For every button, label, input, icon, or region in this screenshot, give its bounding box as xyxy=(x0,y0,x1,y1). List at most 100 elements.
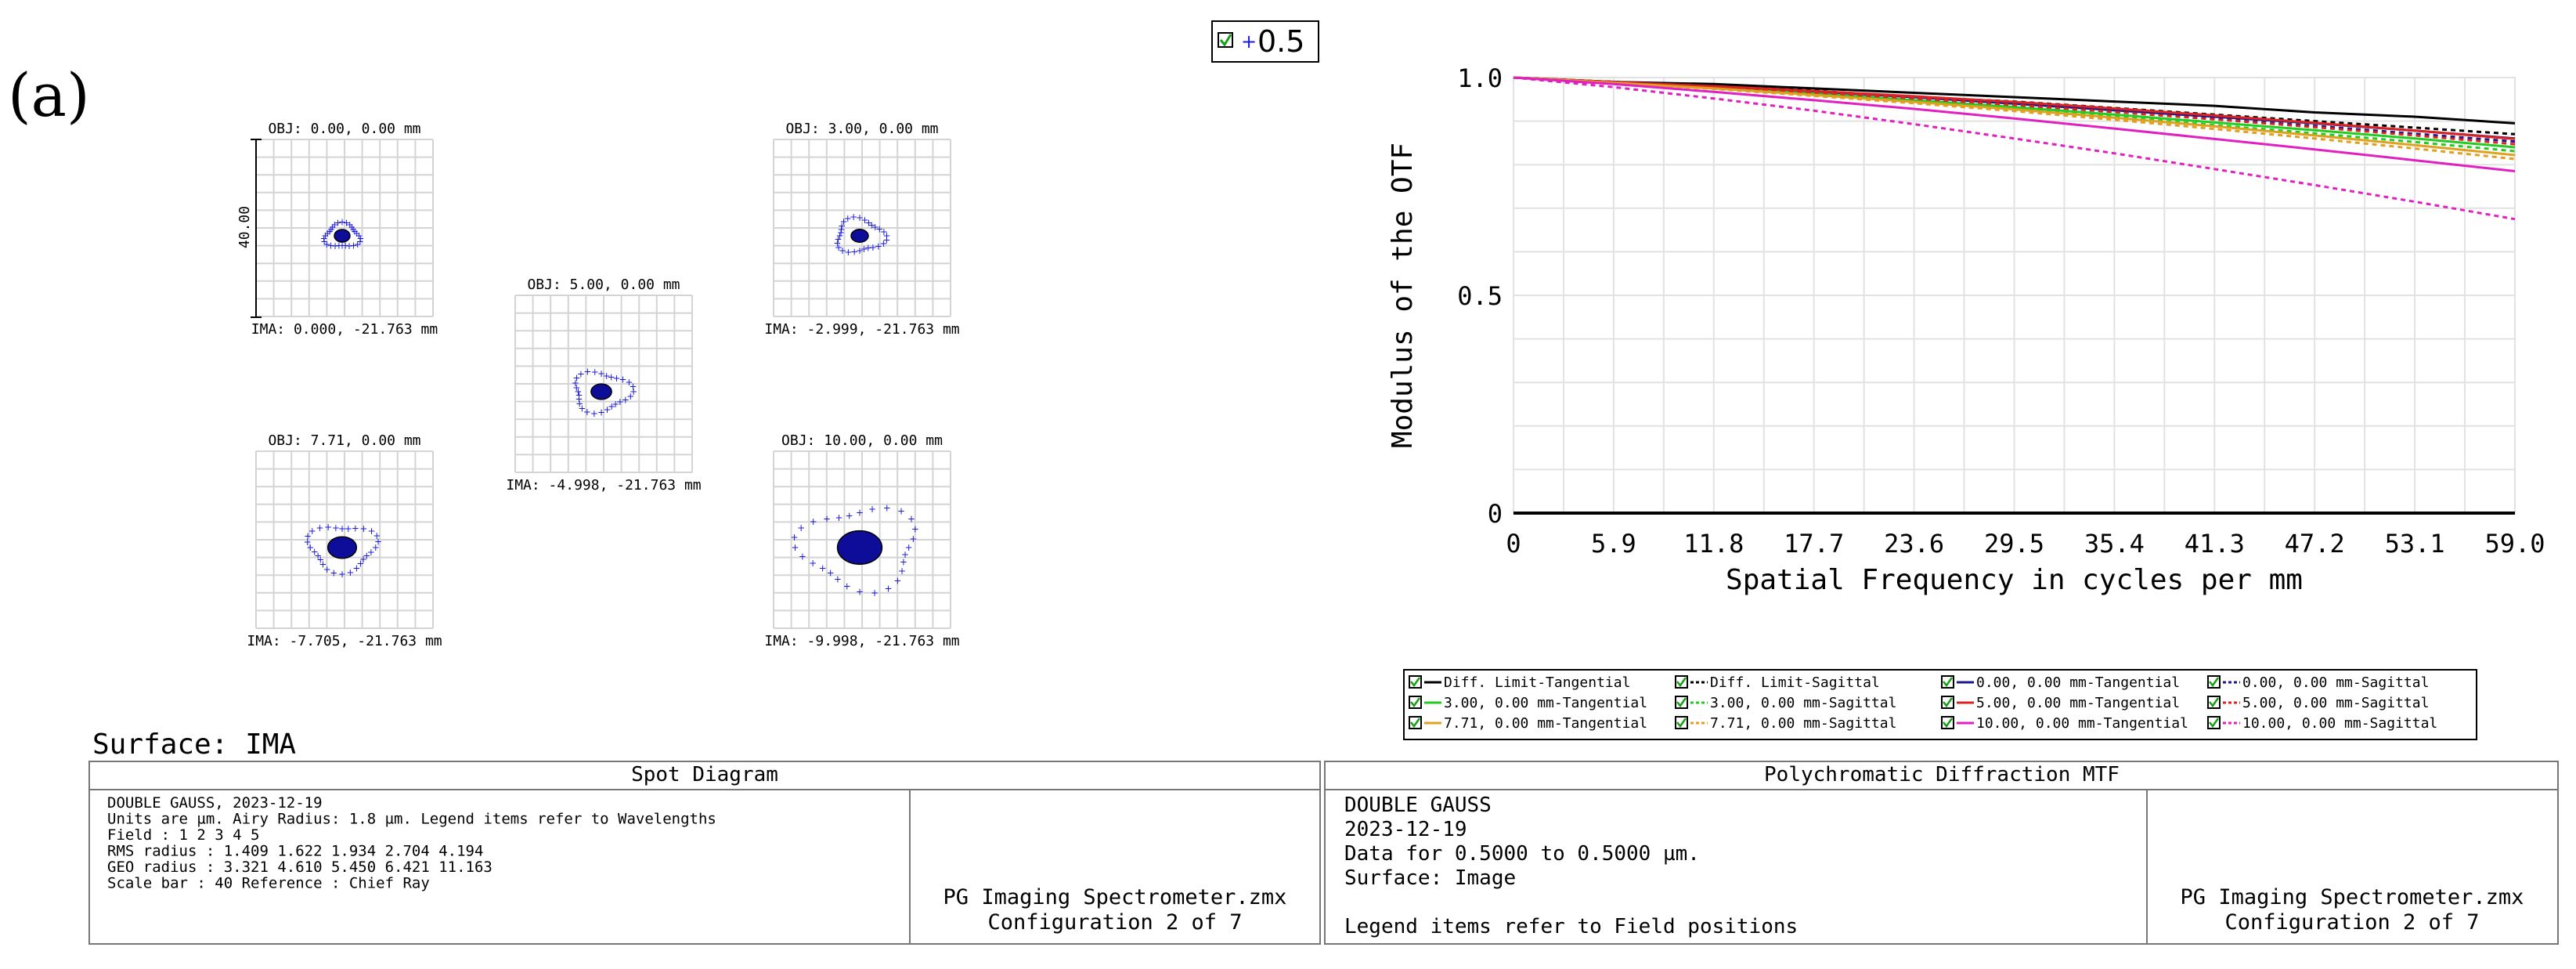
mtf-legend-item: Diff. Limit-Sagittal xyxy=(1675,674,1880,691)
spot-ima-label: IMA: 0.000, -21.763 mm xyxy=(251,321,438,338)
mtf-info-line: Legend items refer to Field positions xyxy=(1344,915,1798,938)
spot-ray-marker: + xyxy=(326,226,334,237)
mtf-series-line xyxy=(1513,76,2516,125)
spot-ray-marker: + xyxy=(367,547,375,558)
spot-box: OBJ: 10.00, 0.00 mm IMA: -9.998, -21.763 … xyxy=(764,432,959,649)
spot-ray-marker: + xyxy=(819,562,827,573)
spot-ray-marker: + xyxy=(897,506,905,517)
checkmark-icon xyxy=(1410,677,1421,688)
checkmark-icon xyxy=(1410,697,1421,708)
mtf-y-axis-label: Modulus of the OTF xyxy=(1387,143,1419,448)
spot-ray-marker: + xyxy=(346,219,354,230)
spot-ray-marker: + xyxy=(630,381,637,392)
spot-box: OBJ: 7.71, 0.00 mm IMA: -7.705, -21.763 m… xyxy=(247,432,442,649)
spot-obj-label: OBJ: 10.00, 0.00 mm xyxy=(781,432,943,449)
spot-ray-marker: + xyxy=(834,574,842,585)
mtf-x-tick-label: 59.0 xyxy=(2484,529,2545,559)
spot-ray-marker: + xyxy=(324,522,332,533)
spot-ray-marker: + xyxy=(320,233,328,244)
spot-ray-marker: + xyxy=(372,542,380,553)
spot-ray-marker: + xyxy=(345,240,353,251)
spot-ray-marker: + xyxy=(575,398,583,409)
spot-box: OBJ: 0.00, 0.00 mm IMA: 0.000, -21.763 mm… xyxy=(251,121,438,338)
checkmark-icon xyxy=(1219,34,1232,47)
spot-box: OBJ: 5.00, 0.00 mm IMA: -4.998, -21.763 m… xyxy=(506,277,701,494)
spot-ray-marker: + xyxy=(330,219,338,230)
checkmark-icon xyxy=(1410,718,1421,729)
spot-ray-marker: + xyxy=(590,408,598,419)
spot-ray-marker: + xyxy=(329,222,337,233)
spot-ray-marker: + xyxy=(875,240,882,251)
mtf-legend-item: 0.00, 0.00 mm-Tangential xyxy=(1941,674,2180,691)
spot-ray-marker: + xyxy=(856,586,864,597)
spot-ima-label: IMA: -2.999, -21.763 mm xyxy=(764,321,959,338)
spot-ray-marker: + xyxy=(331,240,339,251)
mtf-series-line xyxy=(1513,76,2516,172)
spot-ray-marker: + xyxy=(575,390,583,401)
mtf-info-config: Configuration 2 of 7 xyxy=(2224,910,2479,935)
mtf-series-line xyxy=(1513,76,2516,161)
spot-obj-label: OBJ: 5.00, 0.00 mm xyxy=(527,277,680,293)
mtf-x-tick-label: 0 xyxy=(1506,529,1521,559)
spot-ray-marker: + xyxy=(875,224,883,235)
spot-obj-label: OBJ: 7.71, 0.00 mm xyxy=(268,432,420,449)
spot-ima-label: IMA: -4.998, -21.763 mm xyxy=(506,477,701,494)
spot-ray-marker: + xyxy=(349,224,357,235)
spot-ray-marker: + xyxy=(304,537,312,548)
mtf-y-tick-label: 0 xyxy=(1488,499,1503,529)
mtf-legend-label: 5.00, 0.00 mm-Sagittal xyxy=(2242,695,2429,711)
spot-ray-marker: + xyxy=(835,512,843,523)
spot-ray-marker: + xyxy=(792,542,799,553)
spot-ray-ring: ++++++++++++++++++++++++++++ xyxy=(320,216,365,251)
spot-core xyxy=(850,229,869,243)
spot-ray-marker: + xyxy=(622,394,630,405)
checkmark-icon xyxy=(1676,718,1687,729)
spot-ray-marker: + xyxy=(856,245,864,256)
spot-ray-marker: + xyxy=(883,503,891,514)
spot-ray-ring: ++++++++++++++++++++++++++++ xyxy=(304,522,382,580)
spot-ray-marker: + xyxy=(868,504,876,515)
mtf-legend-label: 7.71, 0.00 mm-Sagittal xyxy=(1710,715,1896,732)
mtf-legend-item: 5.00, 0.00 mm-Sagittal xyxy=(2207,695,2429,711)
spot-ray-marker: + xyxy=(844,247,852,258)
mtf-legend-item: 7.71, 0.00 mm-Sagittal xyxy=(1675,715,1896,732)
mtf-chart: 0 5.9 11.8 17.7 23.6 29.5 35.4 41.3 47.2 53.1 59.0… xyxy=(1387,63,2545,596)
spot-ray-marker: + xyxy=(577,368,585,379)
mtf-x-tick-label: 29.5 xyxy=(1984,529,2044,559)
mtf-legend-label: 0.00, 0.00 mm-Tangential xyxy=(1976,674,2180,691)
spot-ray-marker: + xyxy=(884,584,892,595)
spot-ray-marker: + xyxy=(791,532,799,543)
checkmark-icon xyxy=(1676,697,1687,708)
spot-info-line: GEO radius : 3.321 4.610 5.450 6.421 11.… xyxy=(107,859,492,876)
scale-bar-label: 40.00 xyxy=(236,206,253,248)
spot-ray-marker: + xyxy=(374,537,382,548)
spot-ray-marker: + xyxy=(625,377,633,388)
spot-core xyxy=(590,383,612,400)
spot-info-table: Spot Diagram DOUBLE GAUSS, 2023-12-19Uni… xyxy=(88,761,1321,945)
spot-ray-marker: + xyxy=(844,213,852,224)
spot-ray-marker: + xyxy=(905,542,913,553)
spot-diagram: OBJ: 0.00, 0.00 mm IMA: 0.000, -21.763 mm… xyxy=(247,121,959,649)
mtf-x-tick-label: 11.8 xyxy=(1683,529,1744,559)
spot-ray-marker: + xyxy=(341,240,349,251)
spot-ray-marker: + xyxy=(349,240,357,251)
mtf-info-frame xyxy=(1324,761,2559,945)
checkmark-icon xyxy=(2209,697,2220,708)
spot-ray-marker: + xyxy=(348,222,355,233)
spot-ray-marker: + xyxy=(316,554,324,565)
spot-info-line: Units are µm. Airy Radius: 1.8 µm. Legen… xyxy=(107,811,716,828)
spot-ray-marker: + xyxy=(871,588,879,598)
mtf-info-line: Data for 0.5000 to 0.5000 µm. xyxy=(1344,842,1700,866)
spot-ray-marker: + xyxy=(327,240,334,251)
spot-ray-marker: + xyxy=(367,526,375,537)
spot-ray-marker: + xyxy=(856,507,864,518)
mtf-y-tick-label: 1.0 xyxy=(1457,63,1503,93)
mtf-legend-item: 3.00, 0.00 mm-Tangential xyxy=(1409,695,1647,711)
mtf-legend-item: 0.00, 0.00 mm-Sagittal xyxy=(2207,674,2429,691)
mtf-series-line xyxy=(1513,76,2516,221)
spot-scale-bar: 40.00 xyxy=(236,139,262,318)
spot-ray-marker: + xyxy=(840,216,848,227)
spot-ray-marker: + xyxy=(356,237,364,248)
spot-ray-marker: + xyxy=(334,217,341,228)
